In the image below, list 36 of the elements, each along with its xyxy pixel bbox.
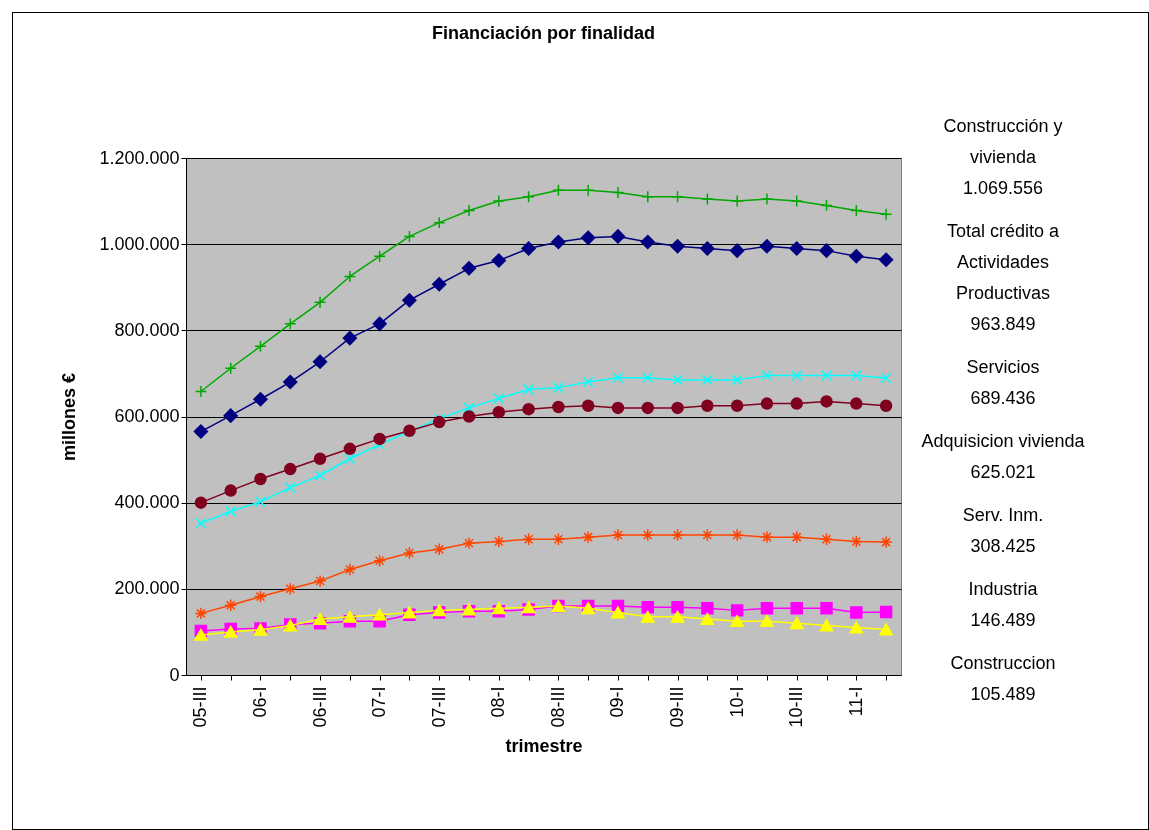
x-tick-label: 05-III — [190, 686, 211, 728]
x-tick-label: 10-I — [726, 686, 747, 718]
text: Servicios — [966, 357, 1040, 377]
y-tick-label: 0 — [169, 664, 180, 685]
x-tick-label: 08-I — [488, 686, 509, 718]
text: 308.425 — [970, 536, 1036, 556]
y-tick-label: 1.200.000 — [99, 147, 180, 168]
text: Total crédito a Actividades Productivas — [946, 221, 1061, 303]
y-tick-label: 600.000 — [114, 406, 180, 426]
y-tick-label: 400.000 — [114, 492, 180, 513]
text: Construcción y vivienda — [943, 116, 1063, 167]
text: 625.021 — [970, 462, 1036, 482]
x-tick-label: 11-I — [845, 686, 866, 717]
chart-title: Financiación por finalidad — [431, 23, 656, 43]
text: 1.069.556 — [962, 178, 1044, 198]
text: 963.849 — [970, 314, 1036, 334]
text: Adquisicion vivienda — [921, 431, 1086, 451]
text: 146.489 — [970, 610, 1036, 630]
x-tick-label: 07-III — [428, 686, 449, 728]
x-axis-title: trimestre — [505, 735, 583, 756]
text: Industria — [968, 579, 1039, 599]
y-tick-label: 1.000.000 — [99, 233, 180, 254]
text: 105.489 — [970, 684, 1036, 704]
x-tick-label: 08-III — [547, 686, 568, 728]
y-axis-title: millones € — [59, 372, 80, 462]
y-tick-label: 200.000 — [114, 578, 180, 599]
x-tick-label: 06-I — [249, 686, 270, 718]
text: Construccion — [950, 653, 1056, 673]
text: Serv. Inm. — [962, 505, 1044, 525]
x-tick-label: 09-I — [607, 686, 628, 718]
x-tick-label: 09-III — [667, 686, 688, 728]
y-tick-label: 800.000 — [114, 319, 180, 340]
x-tick-label: 10-III — [786, 686, 807, 728]
x-tick-label: 06-III — [309, 686, 330, 728]
text: 689.436 — [970, 388, 1036, 408]
x-tick-label: 07-I — [369, 686, 390, 718]
